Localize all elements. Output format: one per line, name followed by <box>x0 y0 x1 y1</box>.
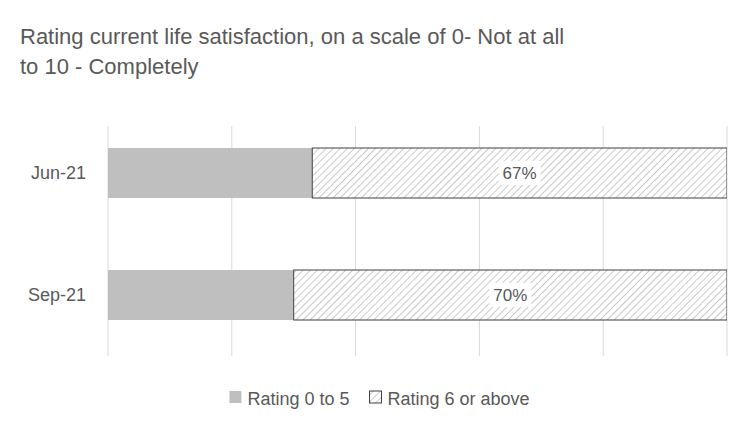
data-label: 67% <box>503 164 537 183</box>
bar <box>108 270 294 320</box>
title-line: Rating current life satisfaction, on a s… <box>20 24 564 49</box>
legend-swatch <box>229 391 241 403</box>
legend-swatch <box>369 391 381 403</box>
data-label: 70% <box>493 286 527 305</box>
data-label-bg <box>489 283 531 307</box>
bar <box>312 148 727 198</box>
legend-label: Rating 6 or above <box>387 389 529 409</box>
category-label: Jun-21 <box>31 163 86 183</box>
category-label: Sep-21 <box>28 285 86 305</box>
bar <box>108 148 312 198</box>
legend: Rating 0 to 5 Rating 6 or above <box>229 389 529 409</box>
title-line: to 10 - Completely <box>20 54 199 79</box>
legend-label: Rating 0 to 5 <box>247 389 349 409</box>
bar <box>294 270 727 320</box>
bars <box>108 148 727 320</box>
chart: Rating current life satisfaction, on a s… <box>0 0 751 432</box>
data-label-bg <box>499 161 541 185</box>
chart-title: Rating current life satisfaction, on a s… <box>20 24 564 79</box>
